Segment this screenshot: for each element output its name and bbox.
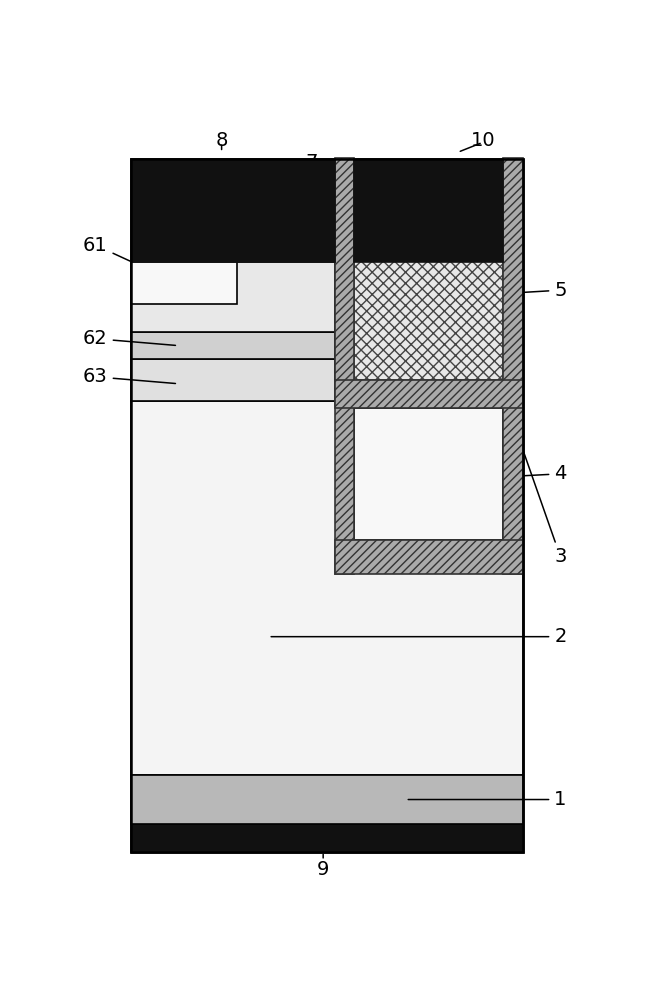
- Bar: [131, 159, 523, 852]
- Text: 7: 7: [305, 153, 343, 225]
- Bar: [131, 158, 335, 262]
- Text: 5: 5: [446, 281, 567, 300]
- Text: 3: 3: [504, 397, 566, 566]
- Bar: [131, 359, 335, 401]
- Bar: [131, 824, 523, 852]
- Text: 9: 9: [317, 860, 329, 879]
- Bar: [131, 262, 237, 304]
- Bar: [131, 159, 523, 852]
- Text: 61: 61: [83, 236, 176, 282]
- Bar: [131, 401, 523, 775]
- Text: 2: 2: [271, 627, 566, 646]
- Bar: [503, 158, 523, 574]
- Text: 8: 8: [215, 131, 228, 150]
- Bar: [354, 158, 503, 380]
- Text: 1: 1: [408, 790, 566, 809]
- Text: 10: 10: [470, 131, 495, 150]
- Bar: [335, 540, 523, 574]
- Bar: [131, 332, 335, 359]
- Bar: [354, 158, 503, 262]
- Bar: [335, 380, 523, 408]
- Text: 62: 62: [83, 329, 176, 348]
- Bar: [335, 158, 354, 574]
- Text: 4: 4: [432, 464, 566, 483]
- Bar: [131, 775, 523, 824]
- Text: 63: 63: [83, 367, 176, 386]
- Bar: [354, 408, 503, 540]
- Bar: [131, 262, 335, 332]
